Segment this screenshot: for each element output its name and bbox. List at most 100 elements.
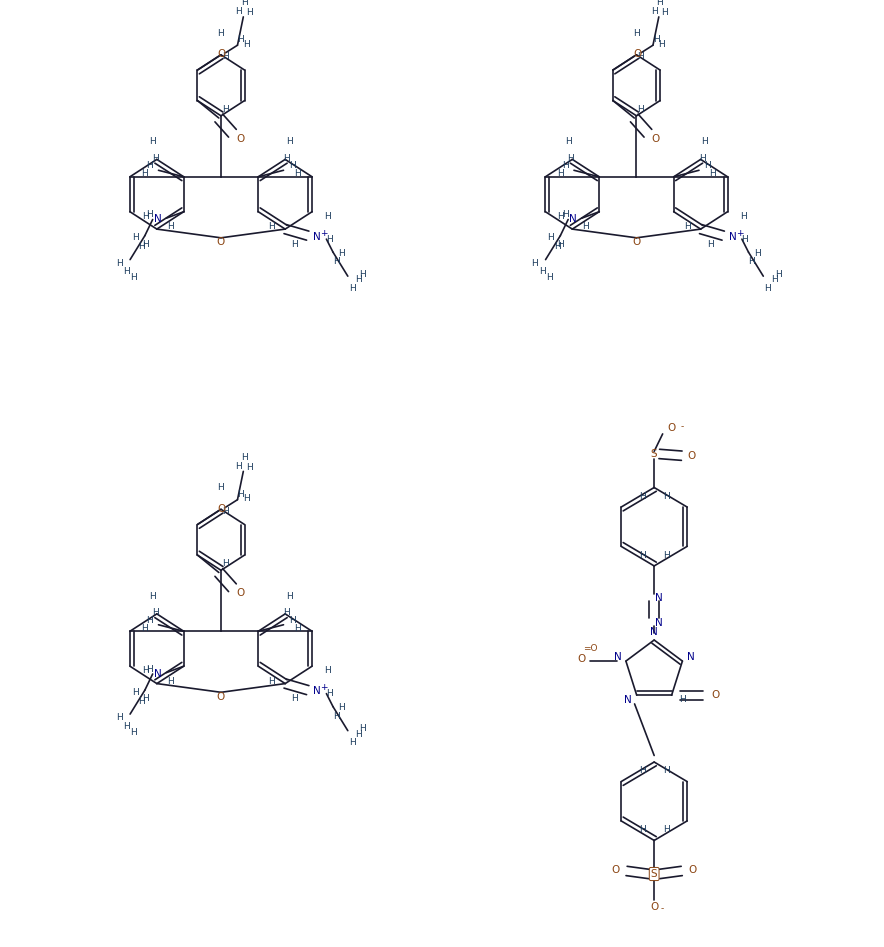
Text: H: H (289, 161, 295, 170)
Text: H: H (359, 724, 366, 733)
Text: H: H (656, 0, 663, 8)
Text: H: H (235, 8, 242, 16)
Text: H: H (359, 270, 366, 279)
Text: H: H (139, 242, 145, 251)
Text: O: O (687, 451, 695, 460)
Text: H: H (546, 274, 552, 282)
Text: H: H (709, 170, 716, 178)
Text: H: H (132, 233, 139, 242)
Text: H: H (240, 453, 248, 462)
Text: H: H (289, 616, 295, 625)
Text: H: H (339, 704, 345, 712)
Text: H: H (293, 624, 301, 633)
Text: H: H (771, 276, 778, 284)
Text: H: H (217, 28, 225, 38)
Text: H: H (324, 666, 332, 675)
Text: H: H (652, 35, 659, 45)
Text: N: N (154, 669, 162, 679)
Text: H: H (355, 729, 362, 739)
Text: H: H (332, 712, 339, 721)
Text: H: H (142, 211, 149, 221)
Text: H: H (222, 52, 228, 62)
Text: H: H (557, 170, 564, 178)
Text: H: H (147, 665, 153, 673)
Text: H: H (222, 507, 228, 516)
Text: H: H (324, 211, 332, 221)
Text: O: O (217, 504, 226, 514)
Text: N: N (569, 214, 577, 224)
Text: H: H (269, 223, 275, 231)
Text: H: H (557, 240, 564, 249)
Text: N: N (313, 232, 321, 241)
Text: +: + (735, 228, 743, 238)
Text: H: H (663, 550, 669, 560)
Text: O: O (236, 134, 244, 144)
Text: H: H (124, 722, 130, 731)
Text: H: H (562, 210, 568, 219)
Text: H: H (663, 766, 669, 776)
Text: H: H (684, 223, 690, 231)
Text: H: H (562, 161, 568, 170)
Text: N: N (655, 617, 663, 628)
Text: H: H (565, 137, 572, 147)
Text: H: H (679, 695, 686, 704)
Text: H: H (531, 259, 538, 268)
Text: H: H (547, 233, 554, 242)
Text: H: H (349, 284, 356, 293)
Text: H: H (222, 560, 228, 568)
Text: H: H (292, 694, 298, 704)
Text: H: H (283, 608, 290, 617)
Text: =O: =O (583, 644, 598, 652)
Text: N: N (313, 687, 321, 696)
Text: H: H (701, 137, 708, 147)
Text: H: H (707, 240, 713, 249)
Text: H: H (147, 210, 153, 219)
Text: H: H (149, 137, 156, 147)
Text: H: H (286, 137, 293, 147)
Text: H: H (283, 153, 290, 163)
Text: H: H (141, 240, 149, 249)
Text: H: H (142, 666, 149, 675)
Text: -: - (680, 422, 683, 431)
Text: N: N (624, 694, 632, 705)
Text: N: N (613, 652, 621, 662)
Text: H: H (246, 462, 253, 472)
Text: H: H (240, 0, 248, 8)
Text: H: H (659, 40, 665, 49)
Text: H: H (147, 616, 153, 625)
Text: H: H (698, 153, 705, 163)
Text: H: H (149, 592, 156, 601)
Text: H: H (639, 825, 645, 834)
Text: O: O (689, 865, 697, 875)
Text: H: H (583, 223, 589, 231)
Text: O: O (217, 237, 225, 247)
Text: H: H (355, 276, 362, 284)
Text: H: H (293, 170, 301, 178)
Text: +: + (320, 228, 328, 238)
Text: H: H (339, 249, 345, 258)
Text: H: H (292, 240, 298, 249)
Text: O: O (236, 588, 244, 599)
Text: H: H (765, 284, 772, 293)
Text: H: H (539, 267, 545, 277)
Text: H: H (243, 494, 249, 504)
Text: H: H (116, 713, 123, 722)
Text: H: H (326, 235, 332, 243)
Text: H: H (147, 161, 153, 170)
Text: H: H (141, 694, 149, 704)
Text: H: H (167, 677, 173, 686)
Text: H: H (237, 490, 244, 499)
Text: H: H (131, 274, 137, 282)
Text: H: H (141, 170, 149, 178)
Text: H: H (740, 211, 747, 221)
Text: H: H (558, 211, 564, 221)
Text: H: H (774, 270, 781, 279)
Text: H: H (651, 8, 658, 16)
Text: H: H (554, 242, 560, 251)
Text: H: H (286, 592, 293, 601)
Text: H: H (243, 40, 249, 49)
Text: H: H (167, 223, 173, 231)
Text: +: + (320, 683, 328, 692)
Text: O: O (650, 902, 659, 912)
Text: H: H (116, 259, 123, 268)
